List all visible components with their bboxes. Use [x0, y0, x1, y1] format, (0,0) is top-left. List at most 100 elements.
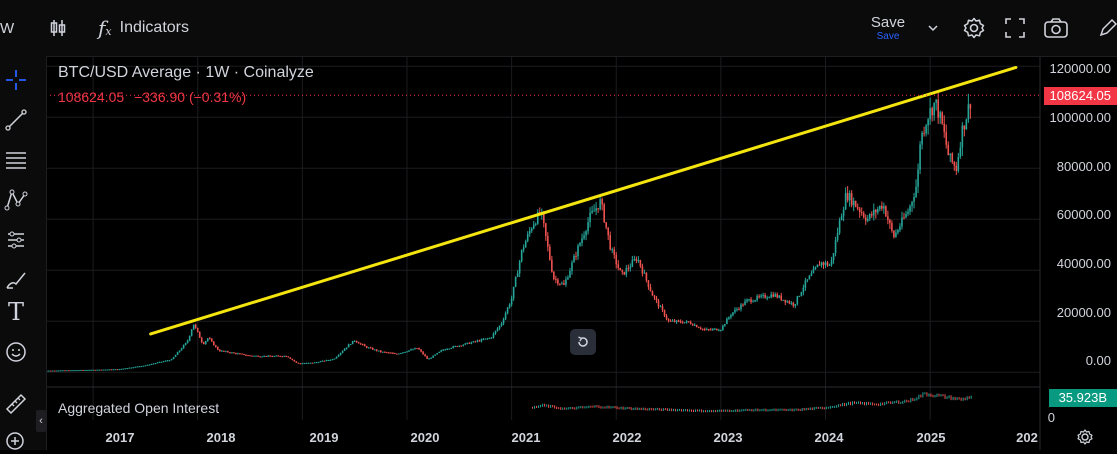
candle-body	[667, 318, 670, 321]
candle-body	[768, 297, 770, 299]
candle-body	[822, 262, 825, 265]
candle-body	[293, 359, 296, 362]
time-tick: 2023	[713, 430, 743, 445]
candle-body	[239, 353, 241, 355]
candle-body	[206, 338, 209, 342]
candle-body	[953, 162, 956, 166]
candle-body	[154, 363, 157, 365]
brush-tool-icon[interactable]	[4, 268, 28, 292]
candle-body	[140, 366, 143, 368]
reset-chart-button[interactable]	[570, 329, 596, 355]
ruler-icon[interactable]	[4, 392, 28, 416]
candle-body	[631, 260, 634, 267]
save-menu-chevron[interactable]	[926, 0, 940, 56]
save-button[interactable]: Save Save	[868, 0, 908, 56]
candle-body	[402, 352, 404, 354]
chevron-down-icon	[928, 25, 938, 32]
candle-body	[339, 352, 342, 355]
candle-body	[249, 355, 251, 357]
candle-body	[233, 352, 235, 354]
candle-body	[758, 296, 760, 298]
candle-body	[621, 270, 624, 272]
candle-body	[776, 294, 779, 298]
candle-body	[204, 341, 207, 345]
candle-body	[619, 267, 622, 271]
candle-body	[100, 369, 102, 371]
legend-change: −336.90 (−0.31%)	[134, 89, 247, 105]
candle-body	[866, 218, 869, 221]
candle-body	[534, 223, 537, 225]
forecasting-tool-icon[interactable]	[4, 228, 28, 252]
candle-body	[647, 280, 650, 288]
time-tick: 2019	[309, 430, 339, 445]
oi-zero-tick: 0	[1047, 410, 1055, 425]
candle-body	[563, 283, 565, 285]
legend-values: 108624.05 −336.90 (−0.31%)	[58, 89, 246, 105]
pattern-tool-icon[interactable]	[4, 188, 28, 212]
collapse-toolbar-button[interactable]: ‹	[36, 410, 46, 432]
candle-body	[335, 356, 338, 359]
candle-body	[957, 156, 960, 171]
candle-body	[311, 362, 314, 364]
candle-body	[687, 321, 690, 323]
price-series	[39, 92, 972, 372]
candle-body	[691, 324, 694, 326]
candle-body	[227, 351, 229, 353]
candle-body	[88, 369, 90, 371]
candle-body	[633, 259, 636, 261]
indicator-pane-label[interactable]: Aggregated Open Interest	[58, 400, 220, 416]
candle-body	[655, 297, 658, 301]
candle-body	[526, 233, 529, 242]
candle-body	[889, 219, 891, 224]
fib-retracement-icon[interactable]	[4, 148, 28, 172]
candle-body	[699, 327, 702, 329]
candle-body	[323, 360, 326, 362]
candle-body	[798, 295, 801, 297]
candle-body	[520, 249, 523, 262]
screenshot-button[interactable]	[1043, 0, 1069, 56]
time-tick: 2025	[916, 430, 946, 445]
settings-button[interactable]	[962, 0, 986, 56]
candle-body	[267, 355, 269, 357]
candle-body	[72, 370, 74, 372]
axis-settings-icon[interactable]	[1076, 428, 1094, 446]
trendline[interactable]	[149, 65, 1018, 336]
candle-body	[629, 266, 632, 269]
candle-body	[941, 112, 944, 124]
emoji-icon[interactable]	[4, 340, 28, 364]
chart-legend-title[interactable]: BTC/USD Average · 1W · Coinalyze	[58, 64, 314, 81]
candle-body	[162, 361, 165, 363]
trend-line-tool-icon[interactable]	[4, 108, 28, 132]
candle-body	[701, 328, 704, 330]
candle-body	[223, 350, 225, 352]
candle-body	[200, 337, 203, 343]
candle-body	[543, 211, 545, 224]
candle-body	[645, 272, 648, 281]
candle-body	[643, 272, 646, 274]
candle-body	[492, 333, 495, 338]
candle-body	[502, 319, 505, 324]
fullscreen-button[interactable]	[1004, 0, 1026, 56]
symbol-search-fragment[interactable]: W	[0, 19, 15, 37]
candle-body	[188, 335, 191, 341]
candle-body	[844, 193, 847, 210]
zoom-in-icon[interactable]	[4, 430, 28, 454]
indicators-button[interactable]: fx Indicators	[98, 0, 189, 56]
candle-body	[818, 264, 821, 266]
chart-type-button[interactable]	[48, 0, 68, 56]
drawing-pen-button[interactable]	[1098, 0, 1117, 56]
candle-body	[659, 306, 662, 308]
candle-body	[955, 165, 958, 171]
candle-body	[186, 340, 189, 343]
candle-body	[392, 352, 394, 354]
candle-body	[255, 355, 257, 357]
candle-body	[697, 327, 700, 329]
candle-body	[64, 370, 66, 372]
candle-body	[750, 299, 752, 302]
gear-icon	[963, 17, 985, 39]
text-tool-icon[interactable]: T	[7, 298, 24, 326]
candle-body	[772, 294, 774, 297]
candle-body	[118, 369, 121, 371]
crosshair-icon[interactable]	[4, 68, 28, 92]
